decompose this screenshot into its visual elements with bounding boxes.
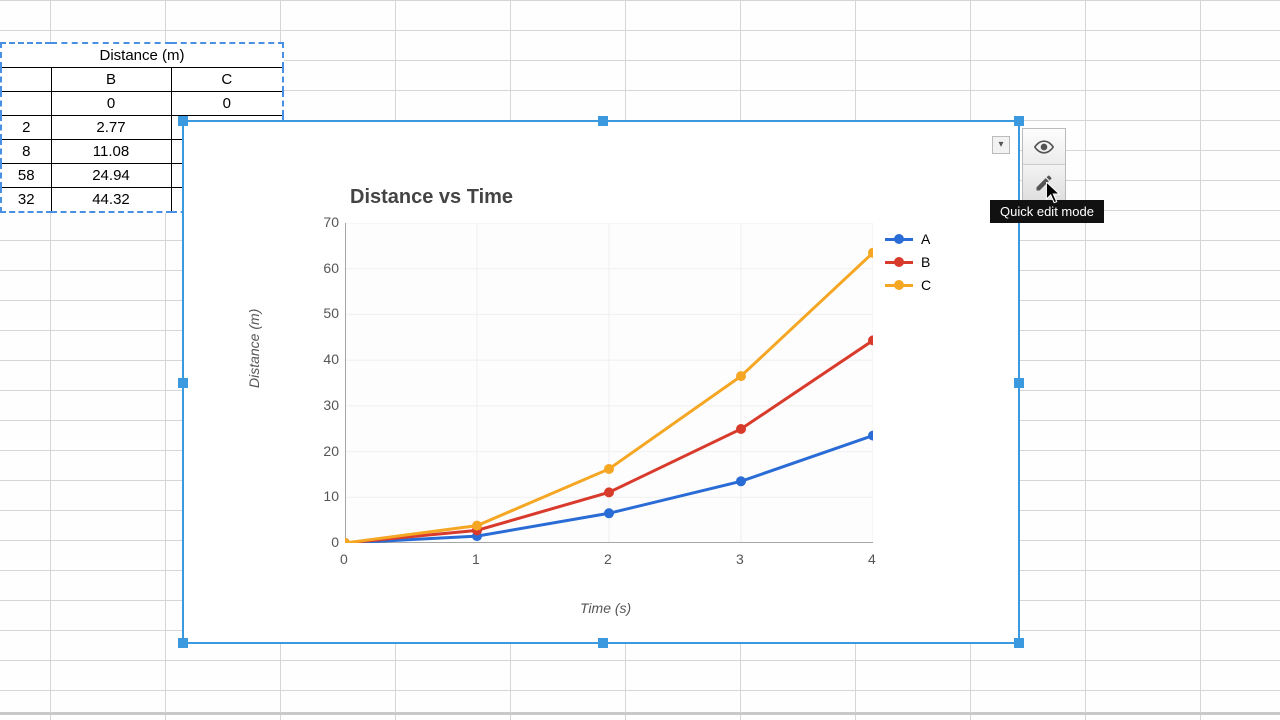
- legend-label: A: [921, 231, 930, 247]
- x-tick-label: 3: [736, 551, 744, 567]
- table-cell[interactable]: 24.94: [51, 164, 171, 188]
- table-cell[interactable]: 0: [51, 92, 171, 116]
- resize-handle-sw[interactable]: [178, 638, 188, 648]
- resize-handle-n[interactable]: [598, 116, 608, 126]
- eye-icon: [1034, 137, 1054, 157]
- y-tick-label: 70: [315, 214, 339, 230]
- table-cell[interactable]: 44.32: [51, 188, 171, 213]
- y-tick-label: 50: [315, 305, 339, 321]
- table-cell[interactable]: 8: [1, 140, 51, 164]
- y-tick-label: 60: [315, 260, 339, 276]
- table-col-header: B: [51, 68, 171, 92]
- table-cell[interactable]: 58: [1, 164, 51, 188]
- quick-edit-mode-button[interactable]: [1023, 165, 1065, 201]
- y-tick-label: 40: [315, 351, 339, 367]
- y-tick-label: 10: [315, 488, 339, 504]
- x-axis-label: Time (s): [580, 600, 631, 616]
- y-tick-label: 30: [315, 397, 339, 413]
- y-tick-label: 0: [315, 534, 339, 550]
- table-cell[interactable]: 2.77: [51, 116, 171, 140]
- legend-label: B: [921, 254, 930, 270]
- chart-side-toolbar: [1022, 128, 1066, 202]
- resize-handle-s[interactable]: [598, 638, 608, 648]
- view-mode-button[interactable]: [1023, 129, 1065, 165]
- legend-item[interactable]: B: [885, 252, 931, 272]
- table-col-header: [1, 68, 51, 92]
- y-axis-label: Distance (m): [246, 309, 262, 388]
- resize-handle-se[interactable]: [1014, 638, 1024, 648]
- legend-item[interactable]: C: [885, 275, 931, 295]
- resize-handle-ne[interactable]: [1014, 116, 1024, 126]
- table-cell[interactable]: 0: [171, 92, 283, 116]
- plot-area: [345, 223, 873, 543]
- table-col-header: C: [171, 68, 283, 92]
- chart-menu-dropdown[interactable]: ▾: [992, 136, 1010, 154]
- pencil-icon: [1034, 173, 1054, 193]
- legend-label: C: [921, 277, 931, 293]
- x-tick-label: 0: [340, 551, 348, 567]
- resize-handle-e[interactable]: [1014, 378, 1024, 388]
- chart-legend: ABC: [885, 226, 931, 298]
- table-cell[interactable]: 11.08: [51, 140, 171, 164]
- y-tick-label: 20: [315, 443, 339, 459]
- chart-container[interactable]: ▾ Distance vs Time Distance (m) Time (s)…: [182, 120, 1020, 644]
- x-tick-label: 1: [472, 551, 480, 567]
- table-cell[interactable]: [1, 92, 51, 116]
- resize-handle-nw[interactable]: [178, 116, 188, 126]
- table-cell[interactable]: 32: [1, 188, 51, 213]
- chart-title: Distance vs Time: [350, 186, 513, 209]
- resize-handle-w[interactable]: [178, 378, 188, 388]
- x-tick-label: 2: [604, 551, 612, 567]
- chart-inner: ▾ Distance vs Time Distance (m) Time (s)…: [190, 128, 1012, 636]
- x-tick-label: 4: [868, 551, 876, 567]
- table-cell[interactable]: 2: [1, 116, 51, 140]
- table-title-distance: Distance (m): [1, 43, 283, 68]
- sheet-bottom-border: [0, 712, 1280, 715]
- legend-item[interactable]: A: [885, 229, 931, 249]
